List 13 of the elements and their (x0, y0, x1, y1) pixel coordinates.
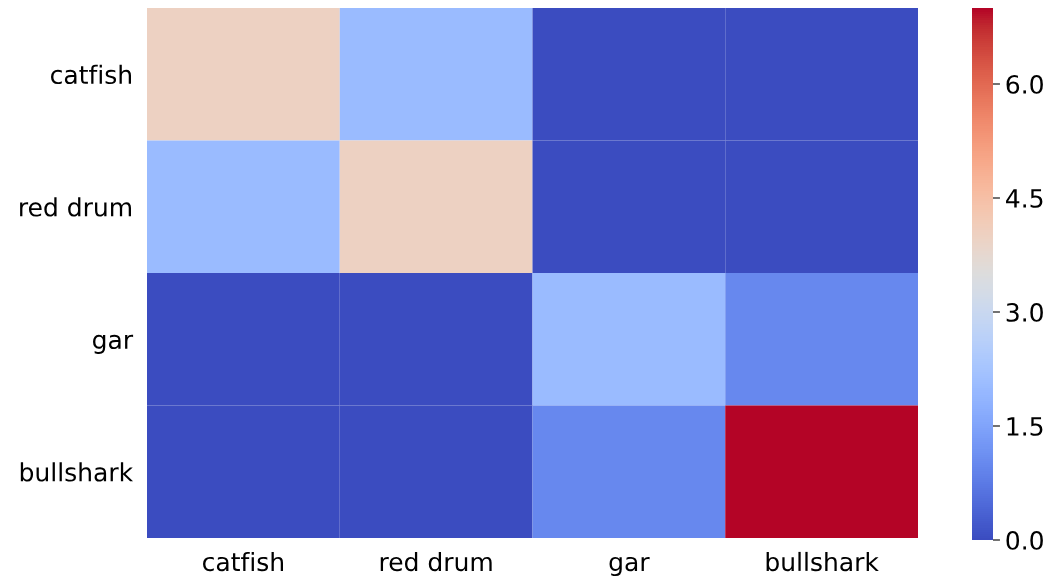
x-tick-label: catfish (203, 551, 283, 572)
color-bar-label: 3.0 (1006, 302, 1043, 322)
y-tick-label: red drum (20, 197, 131, 217)
color-bar-label: 4.5 (1006, 189, 1043, 208)
x-tick-label: red drum (380, 551, 492, 572)
color-bar-label: 6.0 (1006, 74, 1043, 94)
x-tick-label: bullshark (766, 551, 879, 572)
y-tick-label: gar (93, 334, 134, 354)
color-bar-label: 0.0 (1006, 530, 1043, 550)
y-tick-label: bullshark (20, 462, 134, 482)
color-bar-label: 1.5 (1007, 417, 1043, 436)
y-tick-label: catfish (51, 64, 131, 85)
x-tick-label: gar (609, 556, 650, 577)
